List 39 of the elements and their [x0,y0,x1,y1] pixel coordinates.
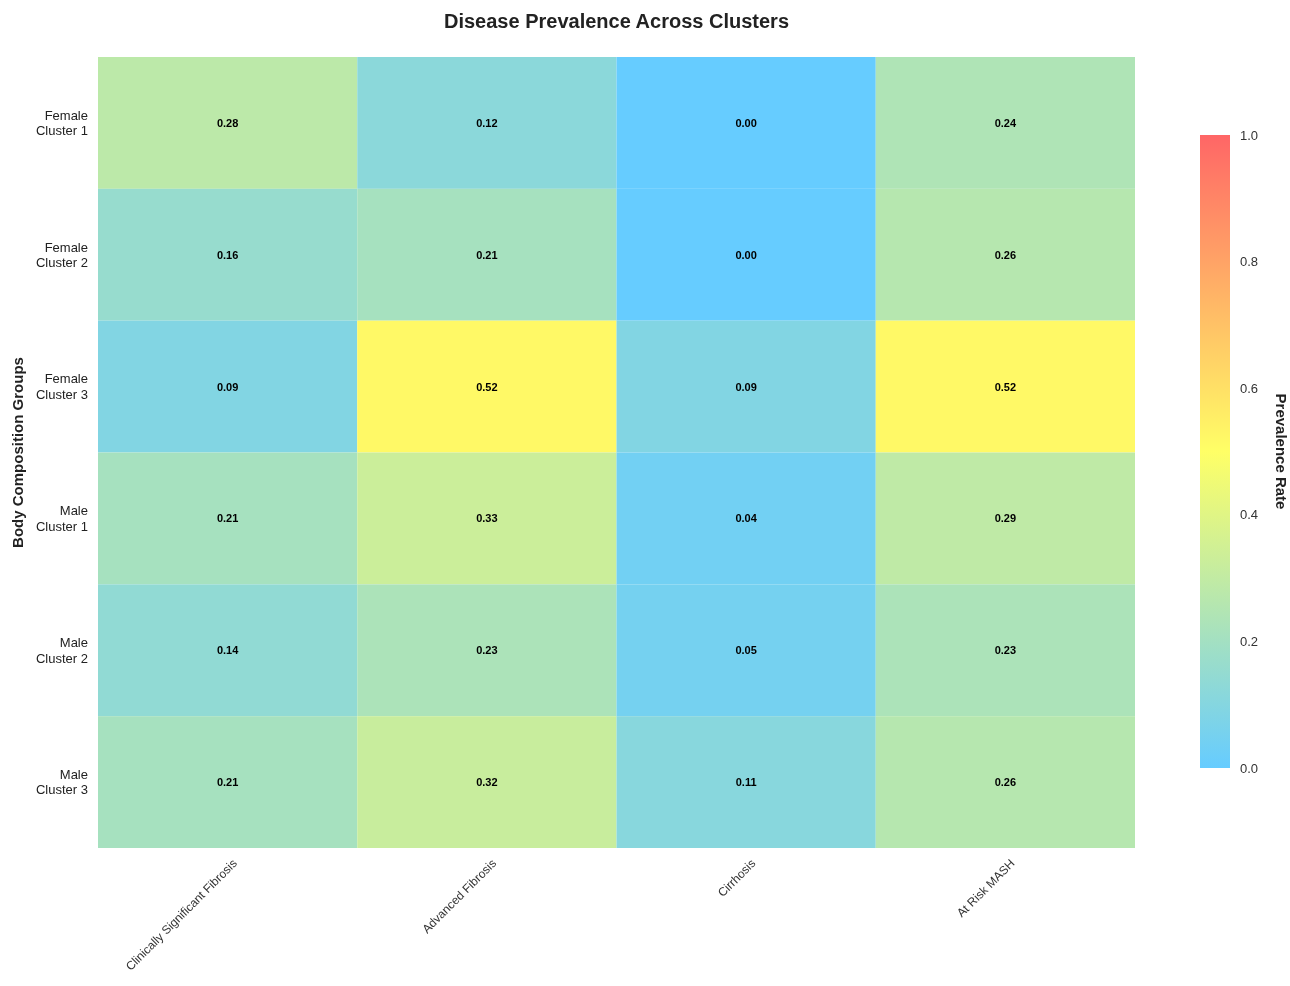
color-bar-label: 0.2 [1240,634,1259,650]
color-bar-label: 1.0 [1240,127,1259,143]
chart-title: Disease Prevalence Across Clusters [443,10,790,32]
y-tick-label: Female Cluster 1 [35,107,88,139]
data-label: 0.16 [216,248,239,261]
data-label: 0.52 [476,380,498,393]
data-label: 0.14 [216,644,240,657]
y-tick-label: Male Cluster 3 [35,766,88,798]
data-label: 0.12 [476,116,498,129]
data-label: 0.23 [994,644,1017,657]
data-label: 0.29 [994,512,1017,525]
data-label: 0.23 [476,644,498,657]
data-label: 0.52 [994,380,1017,393]
data-label: 0.05 [735,644,757,657]
y-axis-title: Body Composition Groups [9,357,26,548]
data-label: 0.09 [735,380,757,393]
data-label: 0.00 [735,248,757,261]
data-label: 0.04 [735,512,758,525]
color-bar-label: 0.8 [1240,254,1259,270]
y-tick-label: Male Cluster 2 [35,635,88,666]
data-label: 0.32 [476,776,498,789]
color-bar-label: 0.0 [1240,760,1259,776]
data-label: 0.28 [216,116,239,129]
data-label: 0.21 [216,512,239,525]
data-label: 0.00 [735,116,757,129]
data-label: 0.09 [216,380,239,393]
data-label: 0.26 [994,776,1017,789]
data-label: 0.21 [216,776,239,789]
y-tick-label: Female Cluster 2 [35,239,88,271]
color-bar-title: Prevalence Rate [1273,393,1290,510]
color-bar-label: 0.4 [1240,507,1259,523]
data-label: 0.21 [476,248,498,261]
data-label: 0.24 [994,116,1017,129]
y-tick-label: Female Cluster 3 [35,371,88,402]
data-label: 0.26 [994,248,1017,261]
y-tick-label: Male Cluster 1 [35,503,88,534]
color-bar-label: 0.6 [1240,380,1259,396]
data-label: 0.33 [476,512,498,525]
data-label: 0.11 [735,776,757,789]
